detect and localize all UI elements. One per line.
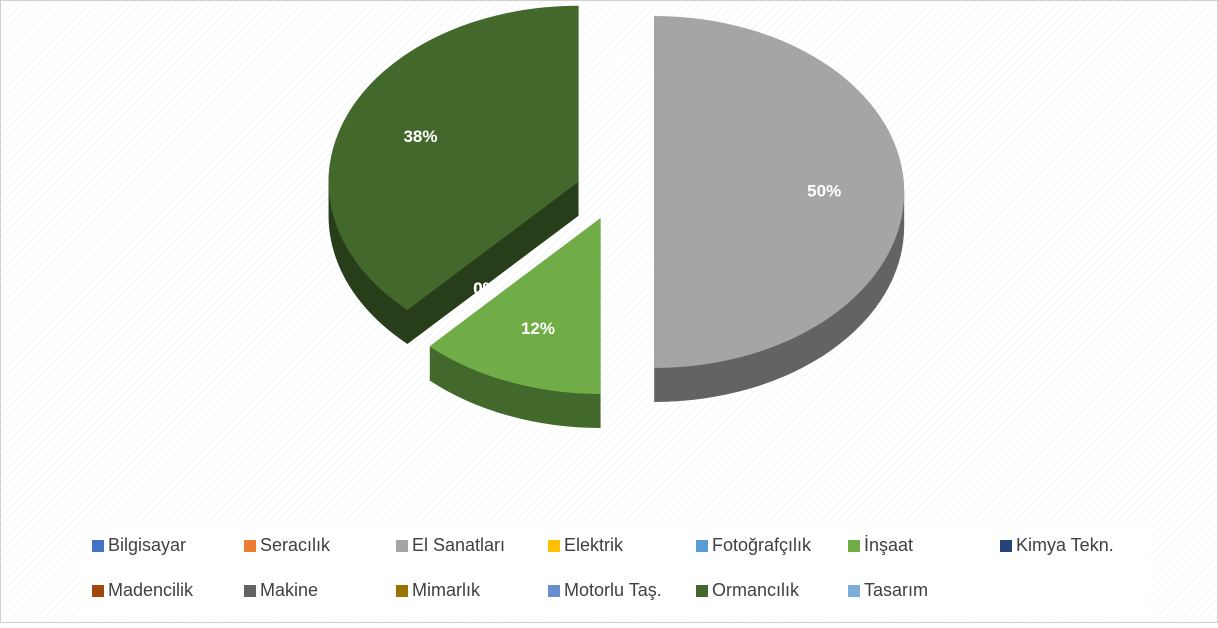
- legend-swatch: [548, 585, 560, 597]
- legend-box: [80, 525, 1150, 615]
- data-label: 50%: [807, 181, 841, 200]
- legend-swatch: [1000, 540, 1012, 552]
- legend-label: Fotoğrafçılık: [712, 535, 812, 555]
- data-label: 0%: [473, 279, 498, 298]
- legend-label: Tasarım: [864, 580, 928, 600]
- legend-swatch: [548, 540, 560, 552]
- data-label: 0%: [603, 48, 628, 67]
- legend-label: Mimarlık: [412, 580, 481, 600]
- legend-swatch: [396, 585, 408, 597]
- legend-label: Madencilik: [108, 580, 194, 600]
- data-label: 0%: [603, 315, 628, 334]
- legend-label: Seracılık: [260, 535, 331, 555]
- legend-label: El Sanatları: [412, 535, 505, 555]
- legend-swatch: [396, 540, 408, 552]
- legend-swatch: [244, 585, 256, 597]
- pie-slice: [654, 16, 905, 368]
- data-label: 0%: [473, 279, 498, 298]
- pie-slice: [328, 5, 579, 310]
- data-label: 0%: [473, 279, 498, 298]
- legend-label: İnşaat: [864, 535, 913, 555]
- data-label: 0%: [603, 48, 628, 67]
- data-label: 12%: [521, 319, 555, 338]
- data-label: 38%: [403, 127, 437, 146]
- legend-swatch: [696, 540, 708, 552]
- legend-swatch: [92, 585, 104, 597]
- legend-label: Elektrik: [564, 535, 624, 555]
- legend-label: Bilgisayar: [108, 535, 186, 555]
- data-label: 0%: [603, 48, 628, 67]
- legend-label: Ormancılık: [712, 580, 800, 600]
- legend-swatch: [848, 585, 860, 597]
- pie-slice: [429, 218, 601, 395]
- legend-label: Kimya Tekn.: [1016, 535, 1114, 555]
- legend-swatch: [92, 540, 104, 552]
- legend-swatch: [696, 585, 708, 597]
- data-label: 0%: [473, 279, 498, 298]
- legend-label: Motorlu Taş.: [564, 580, 662, 600]
- legend-label: Makine: [260, 580, 318, 600]
- legend-swatch: [848, 540, 860, 552]
- data-label: 0%: [473, 279, 498, 298]
- data-label: 0%: [603, 315, 628, 334]
- legend-swatch: [244, 540, 256, 552]
